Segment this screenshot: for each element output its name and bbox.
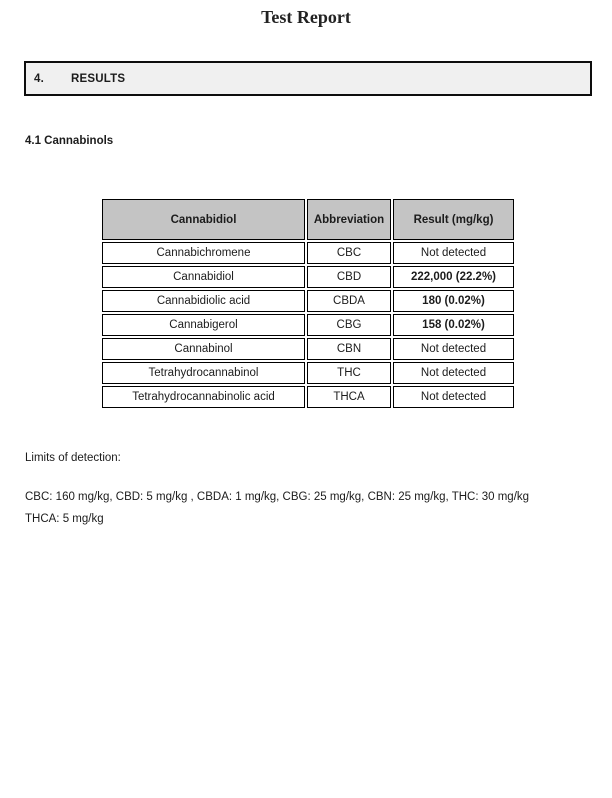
- results-table-head: Cannabidiol Abbreviation Result (mg/kg): [102, 199, 514, 240]
- table-row: Tetrahydrocannabinol THC Not detected: [102, 362, 514, 384]
- table-row: Cannabidiol CBD 222,000 (22.2%): [102, 266, 514, 288]
- results-table: Cannabidiol Abbreviation Result (mg/kg) …: [100, 197, 516, 410]
- abbreviation-cell: CBN: [307, 338, 391, 360]
- page-title: Test Report: [261, 7, 351, 27]
- limits-of-detection-label: Limits of detection:: [25, 452, 121, 464]
- table-row: Tetrahydrocannabinolic acid THCA Not detec…: [102, 386, 514, 408]
- limits-line: THCA: 5 mg/kg: [25, 513, 104, 525]
- result-cell: Not detected: [393, 386, 514, 408]
- table-row: Cannabichromene CBC Not detected: [102, 242, 514, 264]
- result-cell: 158 (0.02%): [393, 314, 514, 336]
- result-cell: 222,000 (22.2%): [393, 266, 514, 288]
- section-title: RESULTS: [71, 72, 126, 85]
- column-header-result: Result (mg/kg): [393, 199, 514, 240]
- result-cell: Not detected: [393, 338, 514, 360]
- section-header-box: 4. RESULTS: [24, 61, 592, 96]
- compound-cell: Cannabinol: [102, 338, 305, 360]
- compound-cell: Tetrahydrocannabinolic acid: [102, 386, 305, 408]
- result-cell: Not detected: [393, 362, 514, 384]
- header-row: Cannabidiol Abbreviation Result (mg/kg): [102, 199, 514, 240]
- table-row: Cannabinol CBN Not detected: [102, 338, 514, 360]
- compound-cell: Cannabichromene: [102, 242, 305, 264]
- table-row: Cannabidiolic acid CBDA 180 (0.02%): [102, 290, 514, 312]
- abbreviation-cell: CBDA: [307, 290, 391, 312]
- result-cell: 180 (0.02%): [393, 290, 514, 312]
- abbreviation-cell: THCA: [307, 386, 391, 408]
- section-number: 4.: [34, 72, 44, 85]
- abbreviation-cell: CBG: [307, 314, 391, 336]
- table-row: Cannabigerol CBG 158 (0.02%): [102, 314, 514, 336]
- compound-cell: Tetrahydrocannabinol: [102, 362, 305, 384]
- column-header-abbreviation: Abbreviation: [307, 199, 391, 240]
- limits-of-detection-text: CBC: 160 mg/kg, CBD: 5 mg/kg , CBDA: 1 m…: [25, 486, 585, 530]
- compound-cell: Cannabidiol: [102, 266, 305, 288]
- compound-cell: Cannabigerol: [102, 314, 305, 336]
- result-cell: Not detected: [393, 242, 514, 264]
- results-table-body: Cannabichromene CBC Not detected Cannabidio…: [102, 242, 514, 408]
- subsection-title: 4.1 Cannabinols: [25, 135, 114, 147]
- abbreviation-cell: CBC: [307, 242, 391, 264]
- abbreviation-cell: THC: [307, 362, 391, 384]
- abbreviation-cell: CBD: [307, 266, 391, 288]
- limits-line: CBC: 160 mg/kg, CBD: 5 mg/kg , CBDA: 1 m…: [25, 491, 530, 503]
- column-header-compound: Cannabidiol: [102, 199, 305, 240]
- compound-cell: Cannabidiolic acid: [102, 290, 305, 312]
